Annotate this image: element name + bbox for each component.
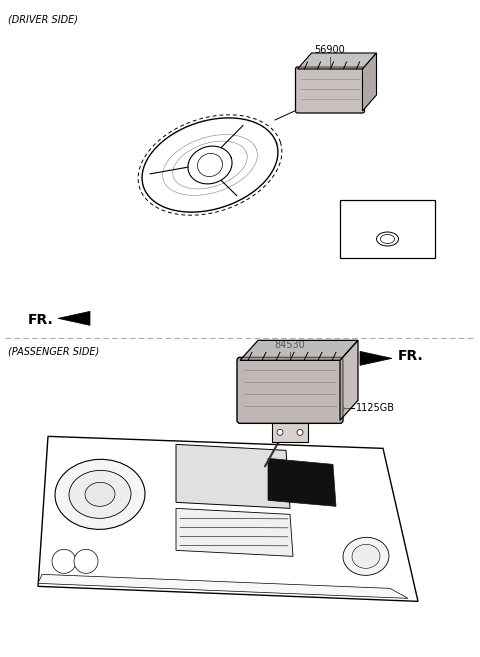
Ellipse shape [85, 482, 115, 507]
Polygon shape [360, 351, 392, 365]
Ellipse shape [69, 470, 131, 518]
Bar [340, 200, 435, 258]
Polygon shape [268, 459, 336, 507]
Circle shape [74, 549, 98, 574]
Polygon shape [176, 509, 293, 556]
Text: (DRIVER SIDE): (DRIVER SIDE) [8, 14, 78, 24]
Polygon shape [38, 436, 418, 601]
Text: (PASSENGER SIDE): (PASSENGER SIDE) [8, 346, 99, 356]
Polygon shape [298, 53, 376, 69]
Text: FR.: FR. [28, 313, 54, 327]
Text: 84530: 84530 [275, 340, 305, 350]
Circle shape [52, 549, 76, 574]
Text: 56900: 56900 [314, 45, 346, 55]
Circle shape [277, 430, 283, 436]
Polygon shape [176, 444, 290, 509]
Polygon shape [272, 420, 308, 442]
Circle shape [297, 430, 303, 436]
Polygon shape [340, 340, 358, 420]
FancyBboxPatch shape [296, 67, 364, 113]
Ellipse shape [343, 537, 389, 576]
Polygon shape [362, 53, 376, 111]
Polygon shape [240, 340, 358, 360]
Text: 1125GB: 1125GB [356, 403, 395, 413]
Polygon shape [38, 574, 408, 599]
Polygon shape [58, 311, 90, 325]
Text: H: H [384, 235, 390, 244]
Circle shape [336, 404, 344, 413]
Text: 1339CC: 1339CC [369, 205, 407, 215]
FancyBboxPatch shape [237, 357, 343, 423]
Ellipse shape [55, 459, 145, 530]
Ellipse shape [352, 545, 380, 568]
Ellipse shape [381, 235, 395, 244]
Ellipse shape [376, 232, 398, 246]
Text: FR.: FR. [398, 350, 424, 363]
